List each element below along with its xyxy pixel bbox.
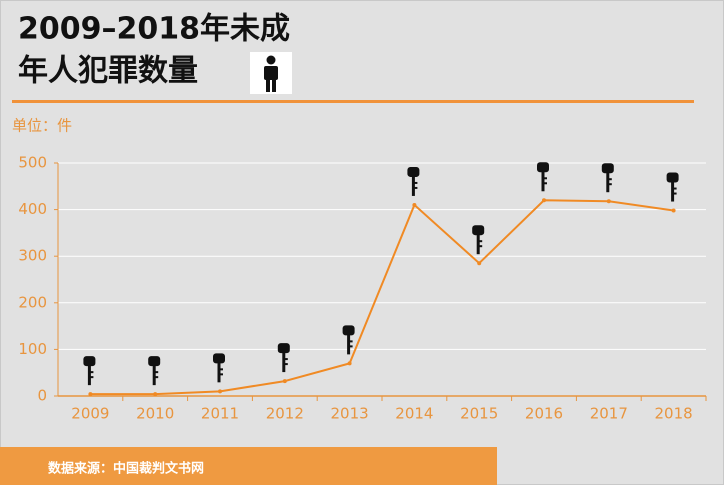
key-icon [666, 172, 679, 202]
y-tick-label: 300 [18, 247, 47, 265]
key-icon [148, 356, 161, 386]
key-tooth [220, 373, 223, 376]
data-point [347, 361, 352, 366]
data-point [282, 379, 287, 384]
key-head [213, 353, 225, 364]
key-tooth [479, 240, 483, 243]
footer-bar [0, 447, 497, 485]
key-shaft [217, 362, 221, 383]
key-shaft [282, 352, 286, 373]
title-rule [12, 100, 694, 103]
x-tick-label: 2014 [395, 405, 433, 423]
x-tick-label: 2015 [460, 405, 498, 423]
y-tick-label: 400 [18, 200, 47, 218]
key-shaft [347, 334, 351, 355]
y-axis-label: 单位：件 [12, 117, 72, 135]
key-shaft [476, 234, 480, 255]
key-tooth [414, 186, 418, 189]
key-icon [407, 166, 420, 196]
chart-title: 年人犯罪数量 [18, 54, 198, 89]
data-point [477, 261, 482, 266]
key-head [148, 356, 161, 367]
key-shaft [671, 181, 675, 202]
key-head [601, 163, 614, 174]
key-head [277, 343, 290, 354]
key-shaft [606, 172, 610, 193]
y-tick-label: 500 [18, 154, 47, 172]
x-tick-label: 2017 [590, 405, 628, 423]
y-tick-label: 200 [18, 293, 47, 311]
key-shaft [411, 175, 415, 196]
key-tooth [155, 376, 159, 379]
person-icon [264, 55, 278, 92]
x-tick-label: 2010 [136, 405, 174, 423]
x-tick-label: 2018 [655, 405, 693, 423]
key-tooth [284, 363, 288, 366]
key-tooth [479, 245, 483, 248]
key-tooth [349, 340, 353, 343]
key-head [666, 172, 679, 183]
data-point [218, 389, 222, 394]
x-tick-label: 2012 [266, 405, 304, 423]
key-tooth [284, 358, 288, 361]
key-tooth [414, 181, 418, 184]
key-icon [342, 325, 355, 355]
data-point [542, 198, 546, 203]
key-tooth [349, 345, 353, 348]
x-tick-label: 2013 [331, 405, 369, 423]
key-tooth [608, 183, 612, 186]
key-shaft [541, 171, 545, 192]
key-tooth [673, 187, 677, 190]
x-tick-label: 2011 [201, 405, 239, 423]
source-note: 数据来源：中国裁判文书网 [48, 461, 204, 477]
key-icon [472, 225, 485, 255]
key-icon [537, 162, 549, 192]
key-tooth [155, 371, 159, 374]
key-head [472, 225, 485, 236]
key-shaft [87, 365, 91, 386]
key-tooth [673, 192, 677, 195]
key-head [537, 162, 549, 173]
key-tooth [544, 182, 547, 185]
key-head [407, 166, 420, 177]
x-tick-label: 2009 [71, 405, 109, 423]
key-head [83, 356, 96, 367]
data-point [412, 202, 417, 207]
key-icon [601, 163, 614, 193]
data-point [88, 392, 93, 397]
key-icon [277, 343, 290, 373]
key-icon [83, 356, 96, 386]
x-tick-label: 2016 [525, 405, 563, 423]
key-shaft [152, 365, 156, 386]
series-line [90, 199, 674, 396]
y-tick-label: 100 [18, 340, 47, 358]
key-icon [213, 353, 225, 383]
data-point [671, 208, 676, 213]
key-tooth [90, 371, 94, 374]
key-head [342, 325, 355, 336]
chart-title: 2009–2018年未成 [18, 12, 290, 47]
key-tooth [608, 178, 612, 181]
data-point [153, 392, 158, 397]
key-tooth [220, 368, 223, 371]
key-tooth [544, 177, 547, 180]
data-point [606, 199, 611, 204]
key-tooth [90, 376, 94, 379]
y-tick-label: 0 [37, 387, 47, 405]
